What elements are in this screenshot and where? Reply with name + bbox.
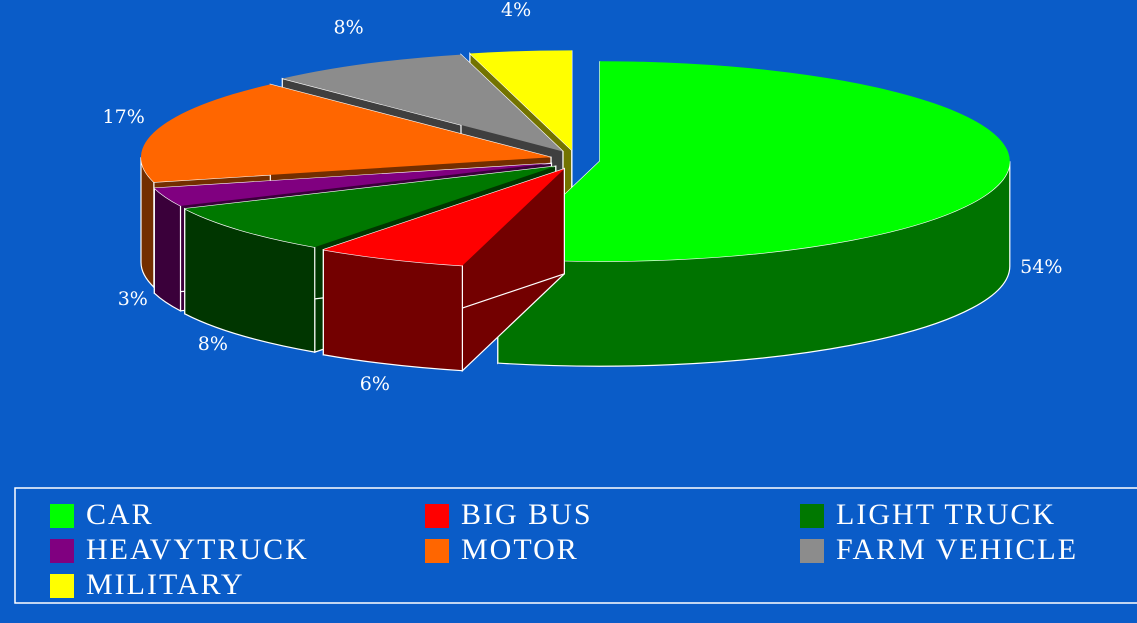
legend-label: BIG BUS [461, 498, 593, 531]
legend-label: CAR [86, 498, 154, 531]
legend-label: MILITARY [86, 568, 245, 601]
data-label: 17% [103, 106, 145, 128]
legend-swatch [800, 539, 824, 563]
legend-label: HEAVYTRUCK [86, 533, 309, 566]
legend-swatch [800, 504, 824, 528]
data-label: 6% [360, 373, 390, 395]
slice-top [184, 166, 556, 248]
legend-swatch [50, 539, 74, 563]
legend-label: LIGHT TRUCK [836, 498, 1056, 531]
slice-top [469, 50, 572, 151]
legend-label: FARM VEHICLE [836, 533, 1078, 566]
legend-swatch [425, 504, 449, 528]
legend-label: MOTOR [461, 533, 579, 566]
legend-swatch [50, 504, 74, 528]
slice-top [154, 163, 552, 206]
legend-swatch [425, 539, 449, 563]
legend-swatch [50, 574, 74, 598]
slice-top [497, 61, 1010, 262]
legend-box [14, 487, 1137, 604]
data-label: 8% [333, 17, 363, 39]
slice [322, 167, 565, 373]
data-label: 3% [118, 288, 148, 310]
data-label: 4% [501, 0, 531, 21]
data-label: 54% [1020, 256, 1062, 278]
slice-top [282, 54, 563, 152]
slice-wall [322, 249, 463, 372]
slice-top [323, 168, 565, 266]
data-label: 8% [198, 333, 228, 355]
slice-top [140, 84, 551, 183]
slice-wall [153, 186, 182, 312]
